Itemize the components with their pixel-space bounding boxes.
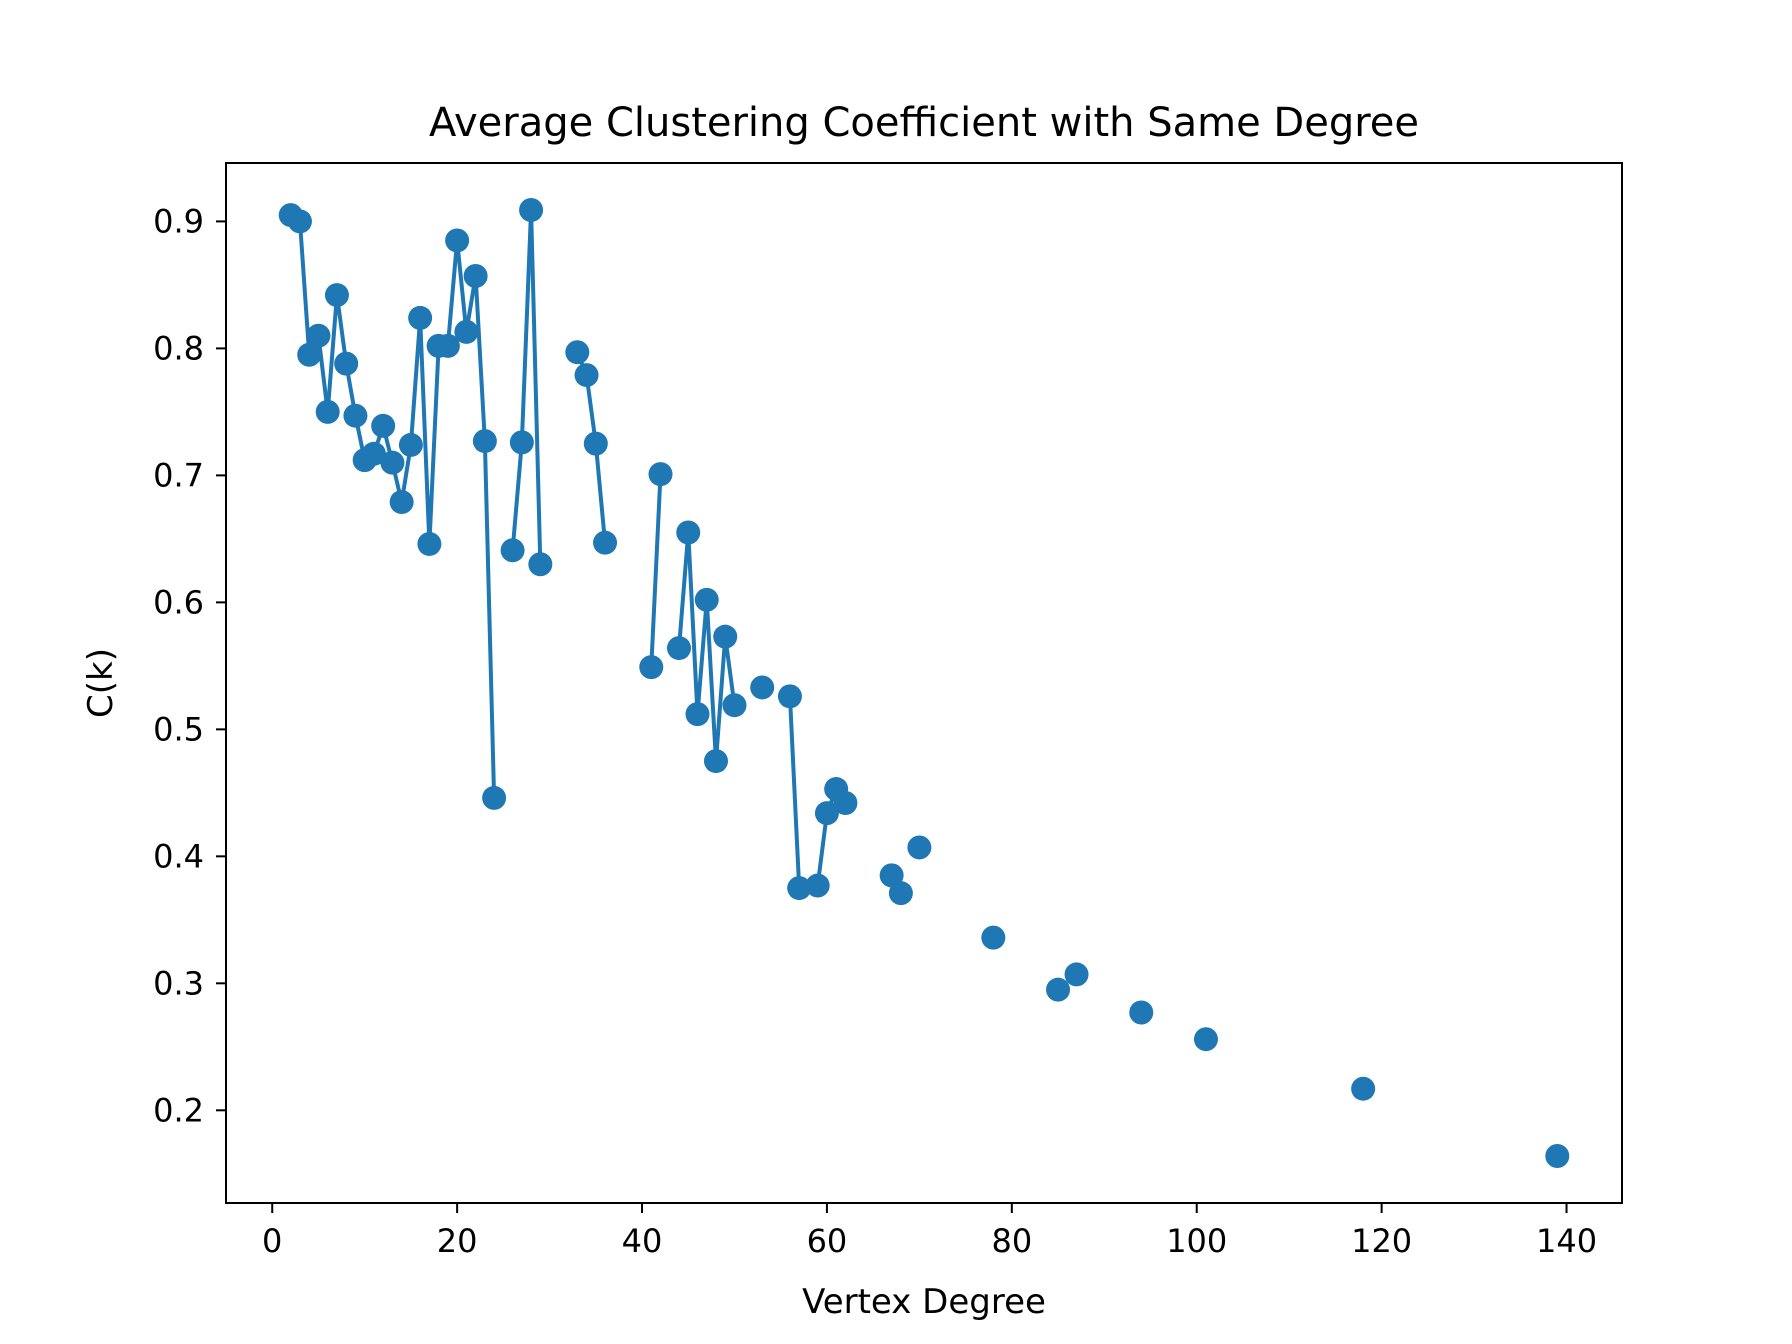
data-point: [463, 264, 488, 289]
data-point: [1046, 977, 1071, 1002]
data-point: [500, 538, 525, 563]
data-point: [509, 430, 534, 455]
y-tick-label: 0.3: [153, 964, 204, 1002]
data-point: [287, 209, 312, 234]
x-tick-label: 40: [622, 1222, 663, 1260]
series-line-segment: [445, 238, 460, 348]
series-line-segment: [473, 274, 487, 444]
series-line-segment: [713, 634, 728, 764]
data-point: [417, 531, 442, 556]
data-point: [297, 342, 322, 367]
data-point: [565, 340, 590, 365]
series-line-segment: [510, 440, 524, 553]
data-point: [306, 323, 331, 348]
chart-title: Average Clustering Coefficient with Same…: [429, 100, 1419, 146]
y-tick-label: 0.8: [153, 329, 204, 367]
series-line-segment: [519, 207, 534, 445]
series-line-segment: [686, 530, 700, 717]
data-point: [482, 785, 507, 810]
data-point: [593, 530, 618, 555]
y-tick-label: 0.7: [153, 456, 204, 494]
series-layer: [278, 197, 1570, 1169]
y-tick-label: 0.9: [153, 202, 204, 240]
data-point: [787, 876, 812, 901]
data-point: [694, 587, 719, 612]
data-point: [435, 333, 460, 358]
data-point: [1064, 962, 1089, 987]
series-line-segment: [418, 315, 432, 546]
data-point: [389, 490, 414, 515]
x-tick-label: 140: [1536, 1222, 1597, 1260]
y-axis-ticks: 0.2 0.3 0.4 0.5 0.6 0.7 0.8 0.9: [153, 202, 226, 1129]
data-point: [777, 684, 802, 709]
data-point: [667, 636, 692, 661]
data-point: [805, 873, 830, 898]
x-tick-label: 120: [1351, 1222, 1412, 1260]
data-point: [472, 429, 497, 454]
data-point: [380, 450, 405, 475]
data-point: [888, 881, 913, 906]
data-point: [408, 305, 433, 330]
x-tick-label: 0: [262, 1222, 282, 1260]
data-point: [398, 432, 423, 457]
data-point: [907, 835, 932, 860]
data-point: [981, 925, 1006, 950]
x-axis-ticks: 0 20 40 60 80 100 120 140: [262, 1203, 1597, 1260]
data-point: [833, 791, 858, 815]
series-line-segment: [593, 441, 608, 545]
series-line-segment: [482, 439, 497, 800]
series-line-segment: [316, 333, 330, 414]
data-point: [814, 801, 839, 826]
series-line-segment: [325, 293, 339, 414]
series-line-segment: [677, 530, 691, 651]
x-tick-label: 80: [991, 1222, 1032, 1260]
data-point: [1545, 1144, 1570, 1169]
y-tick-label: 0.6: [153, 583, 204, 621]
series-line-segment: [787, 694, 802, 891]
data-point: [528, 552, 553, 577]
data-point: [454, 319, 479, 344]
data-point: [574, 363, 599, 388]
plot-frame: [225, 162, 1623, 1204]
data-point: [676, 520, 701, 545]
data-point: [361, 441, 386, 466]
y-tick-label: 0.2: [153, 1091, 204, 1129]
series-line-segment: [649, 472, 663, 670]
data-point: [1193, 1027, 1218, 1052]
data-point: [685, 702, 710, 727]
data-point: [343, 403, 368, 428]
data-point: [1351, 1076, 1376, 1101]
series-line-segment: [408, 315, 423, 447]
y-tick-label: 0.4: [153, 837, 204, 875]
series-line-segment: [815, 811, 829, 888]
series-line-segment: [529, 207, 543, 567]
data-point: [639, 655, 664, 680]
x-axis-label: Vertex Degree: [802, 1282, 1046, 1322]
data-point: [445, 228, 470, 253]
data-point: [879, 863, 904, 888]
data-point: [324, 283, 349, 308]
data-point: [722, 693, 747, 718]
x-tick-label: 20: [437, 1222, 478, 1260]
data-point: [315, 399, 340, 424]
y-tick-label: 0.5: [153, 710, 204, 748]
x-tick-label: 100: [1166, 1222, 1227, 1260]
data-point: [371, 413, 396, 438]
data-point: [703, 749, 728, 774]
series-line-segment: [704, 597, 718, 764]
data-point: [334, 351, 359, 376]
data-point: [648, 462, 673, 487]
data-point: [713, 624, 738, 649]
y-axis-label: C(k): [81, 648, 121, 718]
data-point: [750, 675, 775, 700]
data-point: [583, 431, 608, 456]
data-point: [519, 197, 544, 222]
data-point: [1129, 1000, 1154, 1025]
x-tick-label: 60: [807, 1222, 848, 1260]
series-line-segment: [455, 238, 469, 334]
series-line-segment: [427, 343, 441, 546]
series-line-segment: [695, 597, 709, 717]
